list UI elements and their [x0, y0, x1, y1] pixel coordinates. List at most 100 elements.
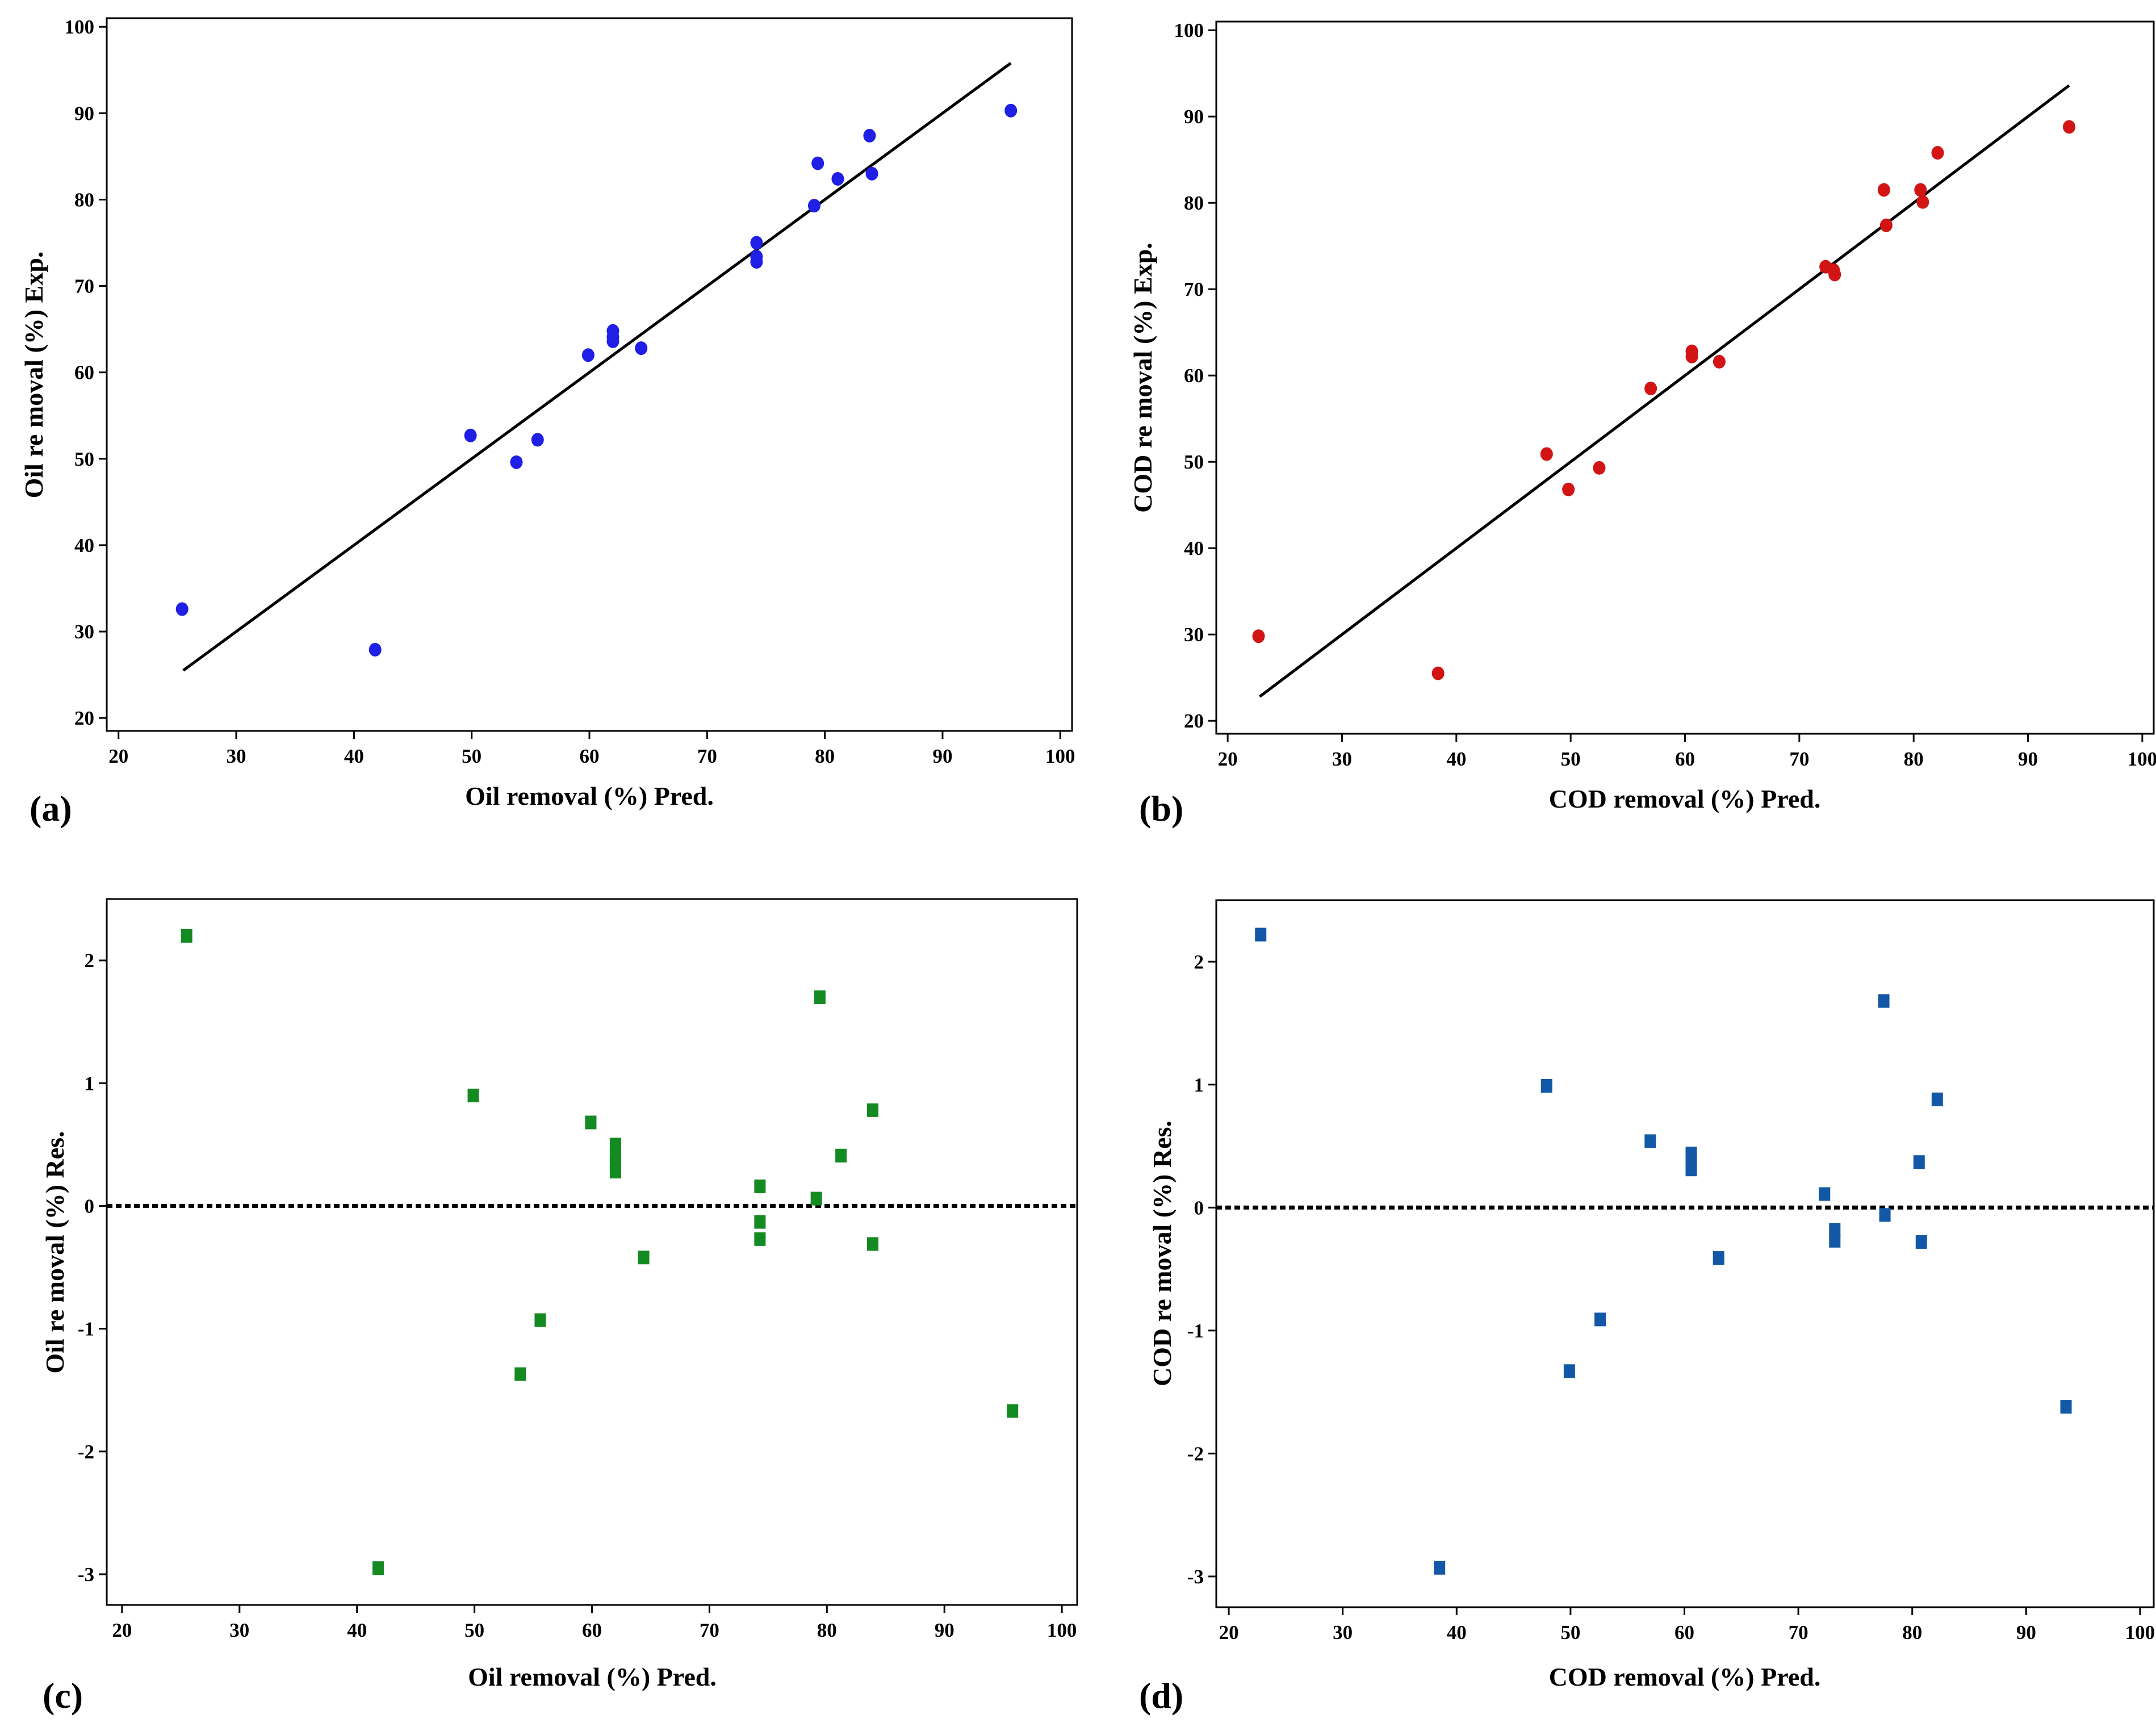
x-axis-title: COD removal (%) Pred. [1549, 1662, 1821, 1691]
data-point [1877, 183, 1890, 197]
x-axis-title: COD removal (%) Pred. [1549, 784, 1821, 813]
x-tick-label: 70 [697, 745, 717, 767]
x-tick-label: 20 [1219, 1621, 1239, 1644]
data-point [750, 254, 763, 269]
data-point [1252, 629, 1265, 643]
x-tick-label: 50 [1561, 748, 1581, 770]
fit-line [182, 62, 1012, 672]
y-tick-label: 60 [1184, 365, 1204, 387]
data-point [606, 334, 619, 348]
data-point [175, 602, 189, 616]
x-tick-label: 70 [1789, 748, 1809, 770]
y-tick-label: -1 [1187, 1320, 1204, 1342]
y-tick-label: -3 [1187, 1566, 1204, 1588]
y-tick-label: 50 [74, 448, 94, 470]
x-tick-label: 80 [817, 1619, 837, 1641]
data-point [1540, 447, 1553, 461]
y-tick-label: -2 [1187, 1443, 1204, 1465]
panel-d-residual-cod: 20 30 40 50 60 70 80 90 100 -3 -2 -1 0 1 2 COD removal … [1148, 899, 2155, 1691]
x-tick-label: 90 [932, 745, 952, 767]
data-point [835, 1148, 847, 1163]
y-tick-label: 100 [65, 16, 95, 38]
y-tick-label: 90 [74, 102, 94, 124]
x-tick-label: 40 [1447, 1621, 1467, 1644]
panel-label-d: (d) [1139, 1675, 1183, 1716]
y-tick-label: 80 [74, 189, 94, 211]
x-tick-label: 40 [344, 745, 364, 767]
x-tick-label: 30 [1332, 748, 1352, 770]
data-point [1685, 349, 1698, 363]
x-tick-label: 30 [229, 1619, 249, 1641]
x-tick-label: 30 [227, 745, 246, 767]
y-tick-label: 100 [1174, 19, 1204, 41]
y-tick-label: 40 [1184, 537, 1204, 559]
x-tick-label: 50 [462, 745, 482, 767]
data-point [1593, 461, 1606, 475]
data-point [810, 1191, 822, 1206]
x-tick-label: 70 [700, 1619, 719, 1641]
fit-line [1259, 84, 2070, 698]
y-tick-label: 2 [1194, 951, 1204, 973]
x-tick-label: 90 [2016, 1621, 2036, 1644]
x-tick-label: 100 [2125, 1621, 2155, 1644]
x-tick-label: 20 [1218, 748, 1238, 770]
y-tick-label: 70 [1184, 278, 1204, 300]
panel-b-parity-cod: 20 30 40 50 60 70 80 90 100 20 30 40 50 60 70 80 90 100 CO… [1128, 19, 2156, 813]
y-tick-label: 50 [1184, 451, 1204, 473]
y-tick-label: -1 [78, 1318, 94, 1340]
data-point [1563, 1364, 1575, 1378]
data-point [581, 348, 595, 362]
y-tick-label: 0 [1194, 1197, 1204, 1219]
data-point [531, 433, 544, 447]
y-tick-label: 0 [85, 1195, 95, 1217]
data-point [863, 128, 876, 143]
x-tick-label: 100 [1045, 745, 1075, 767]
y-axis-title: Oil re moval (%) Res. [40, 1131, 69, 1373]
x-tick-label: 60 [1675, 748, 1695, 770]
data-point [585, 1115, 597, 1130]
y-tick-label: 90 [1184, 106, 1204, 128]
data-point [1685, 1163, 1697, 1177]
data-point [1434, 1561, 1446, 1575]
x-tick-label: 30 [1333, 1621, 1353, 1644]
x-tick-label: 60 [580, 745, 600, 767]
x-tick-label: 50 [464, 1619, 484, 1641]
x-tick-label: 60 [582, 1619, 602, 1641]
y-tick-label: 70 [74, 275, 94, 298]
x-tick-label: 80 [1904, 748, 1924, 770]
data-point [1819, 1187, 1831, 1201]
y-tick-label: 30 [1184, 624, 1204, 646]
data-point [1829, 1234, 1841, 1248]
panel-a-parity-oil: 20 30 40 50 60 70 80 90 100 20 30 40 50 60 70 80 90 100 Oi… [19, 16, 1075, 810]
y-tick-label: 1 [1194, 1074, 1204, 1096]
data-point [1878, 994, 1890, 1008]
data-point [1007, 1404, 1019, 1418]
data-point [1916, 195, 1929, 209]
data-point [1829, 1223, 1841, 1237]
data-point [1913, 1155, 1925, 1169]
data-point [510, 455, 523, 469]
panel-label-c: (c) [43, 1675, 83, 1716]
data-point [638, 1251, 650, 1265]
x-tick-label: 100 [2128, 748, 2156, 770]
x-tick-label: 80 [1902, 1621, 1922, 1644]
x-tick-label: 40 [347, 1619, 367, 1641]
y-tick-label: -2 [78, 1441, 94, 1463]
data-point [635, 341, 648, 356]
y-axis-title: Oil re moval (%) Exp. [19, 252, 48, 499]
data-point [1931, 1092, 1943, 1106]
data-point [1255, 927, 1267, 942]
data-point [866, 1237, 878, 1251]
data-point [866, 1103, 878, 1117]
data-point [754, 1179, 766, 1193]
data-point [464, 428, 477, 442]
data-point [1004, 103, 1018, 118]
data-point [807, 199, 820, 213]
x-tick-label: 100 [1047, 1619, 1077, 1641]
y-tick-label: 40 [74, 534, 94, 557]
data-point [1713, 1251, 1724, 1265]
data-point [534, 1313, 546, 1327]
data-point [831, 172, 844, 186]
y-tick-label: 2 [85, 950, 95, 972]
panel-label-a: (a) [30, 788, 72, 829]
